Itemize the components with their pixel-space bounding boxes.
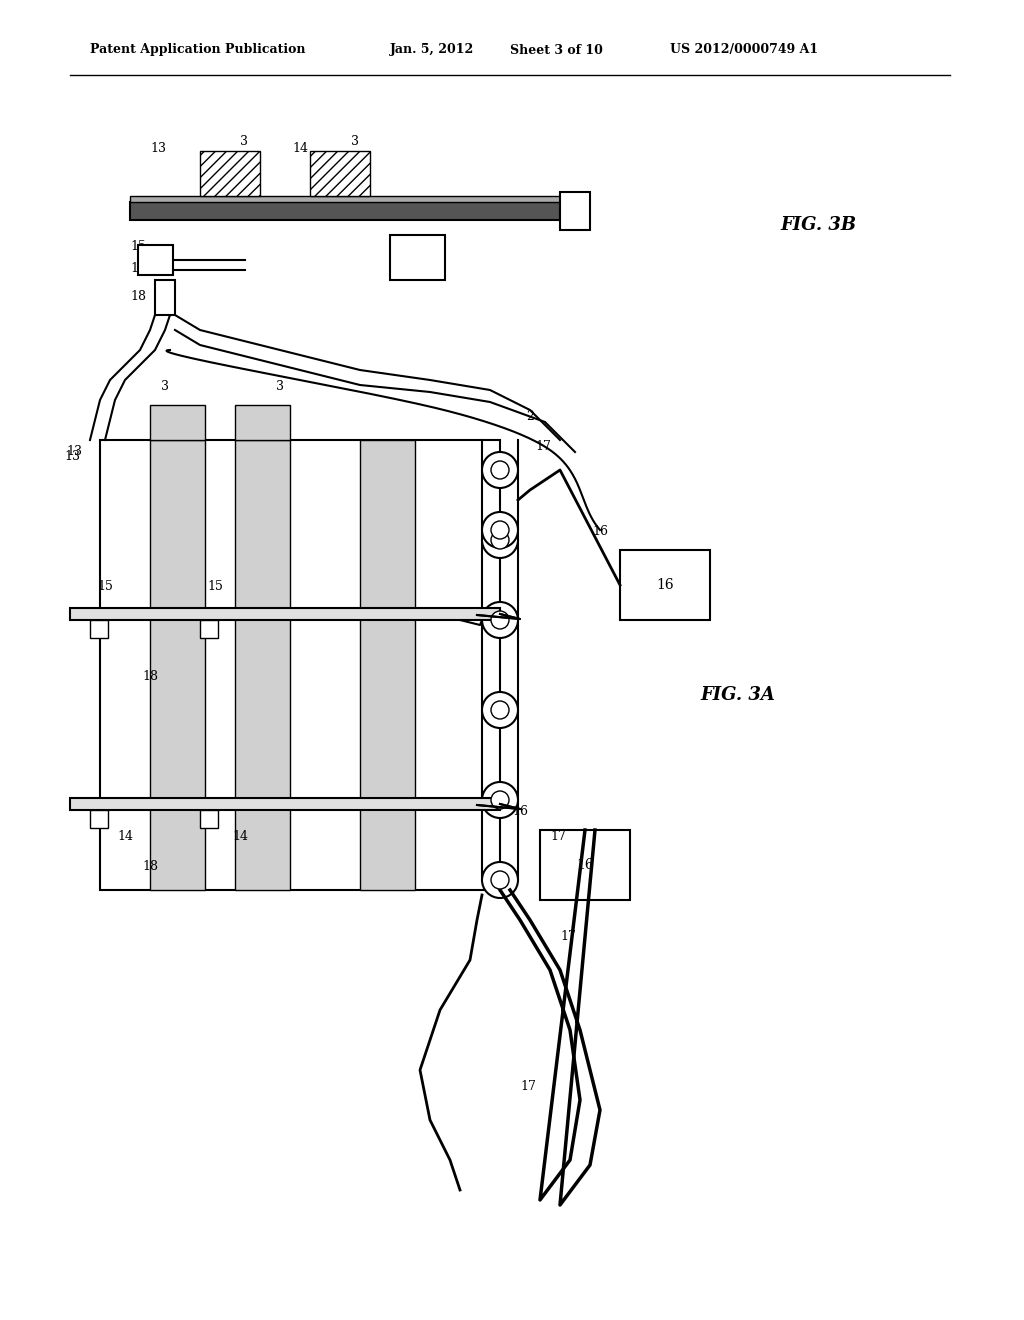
Circle shape [490,871,509,888]
Text: FIG. 3A: FIG. 3A [700,686,775,704]
Circle shape [482,451,518,488]
Bar [200,620,218,638]
Text: Jan. 5, 2012: Jan. 5, 2012 [390,44,474,57]
Text: 18: 18 [142,671,158,682]
Text: 18: 18 [142,861,158,873]
Text: 14: 14 [292,143,308,154]
Bar [150,440,205,890]
Text: 14: 14 [232,830,248,843]
Bar [234,440,290,890]
Text: 16: 16 [656,578,674,591]
Bar [200,150,260,195]
Bar [150,405,205,440]
Bar [390,235,445,280]
Text: 17: 17 [535,440,551,453]
Bar [620,550,710,620]
Bar [100,440,500,890]
Text: 18: 18 [130,290,146,304]
Bar [200,810,218,828]
Text: 17: 17 [520,1080,536,1093]
Bar [138,246,173,275]
Bar [560,191,590,230]
Circle shape [490,611,509,630]
Text: Sheet 3 of 10: Sheet 3 of 10 [510,44,603,57]
Text: US 2012/0000749 A1: US 2012/0000749 A1 [670,44,818,57]
Text: 15: 15 [97,579,113,593]
Circle shape [482,692,518,729]
Text: 17: 17 [560,931,575,942]
Circle shape [482,602,518,638]
Text: 3: 3 [240,135,248,148]
Text: 2: 2 [526,411,534,422]
Bar [70,609,500,620]
Text: 15: 15 [130,240,145,253]
Text: 15: 15 [207,579,223,593]
Text: 3: 3 [351,135,359,148]
Bar [90,620,108,638]
Circle shape [490,701,509,719]
Text: 3: 3 [161,380,169,393]
Text: Patent Application Publication: Patent Application Publication [90,44,305,57]
Text: 13: 13 [150,143,166,154]
Bar [310,150,370,195]
Text: 16: 16 [592,525,608,539]
Bar [90,810,108,828]
Circle shape [490,461,509,479]
Text: 14: 14 [117,830,133,843]
Bar [155,280,175,315]
Text: 16: 16 [577,858,594,873]
Text: FIG. 3B: FIG. 3B [780,216,856,234]
Bar [540,830,630,900]
Text: 13: 13 [66,445,82,458]
Text: 16: 16 [512,805,528,818]
Circle shape [490,521,509,539]
Bar [234,405,290,440]
Text: 13: 13 [63,450,80,463]
Circle shape [482,512,518,548]
Circle shape [490,531,509,549]
Text: 17: 17 [550,830,566,843]
Bar [130,202,560,220]
Text: 15: 15 [130,261,145,275]
Circle shape [482,521,518,558]
Text: 2: 2 [571,197,579,210]
Circle shape [482,862,518,898]
Circle shape [490,791,509,809]
Circle shape [482,781,518,818]
Bar [360,440,415,890]
Bar [130,195,560,202]
Bar [70,799,500,810]
Text: 3: 3 [276,380,284,393]
